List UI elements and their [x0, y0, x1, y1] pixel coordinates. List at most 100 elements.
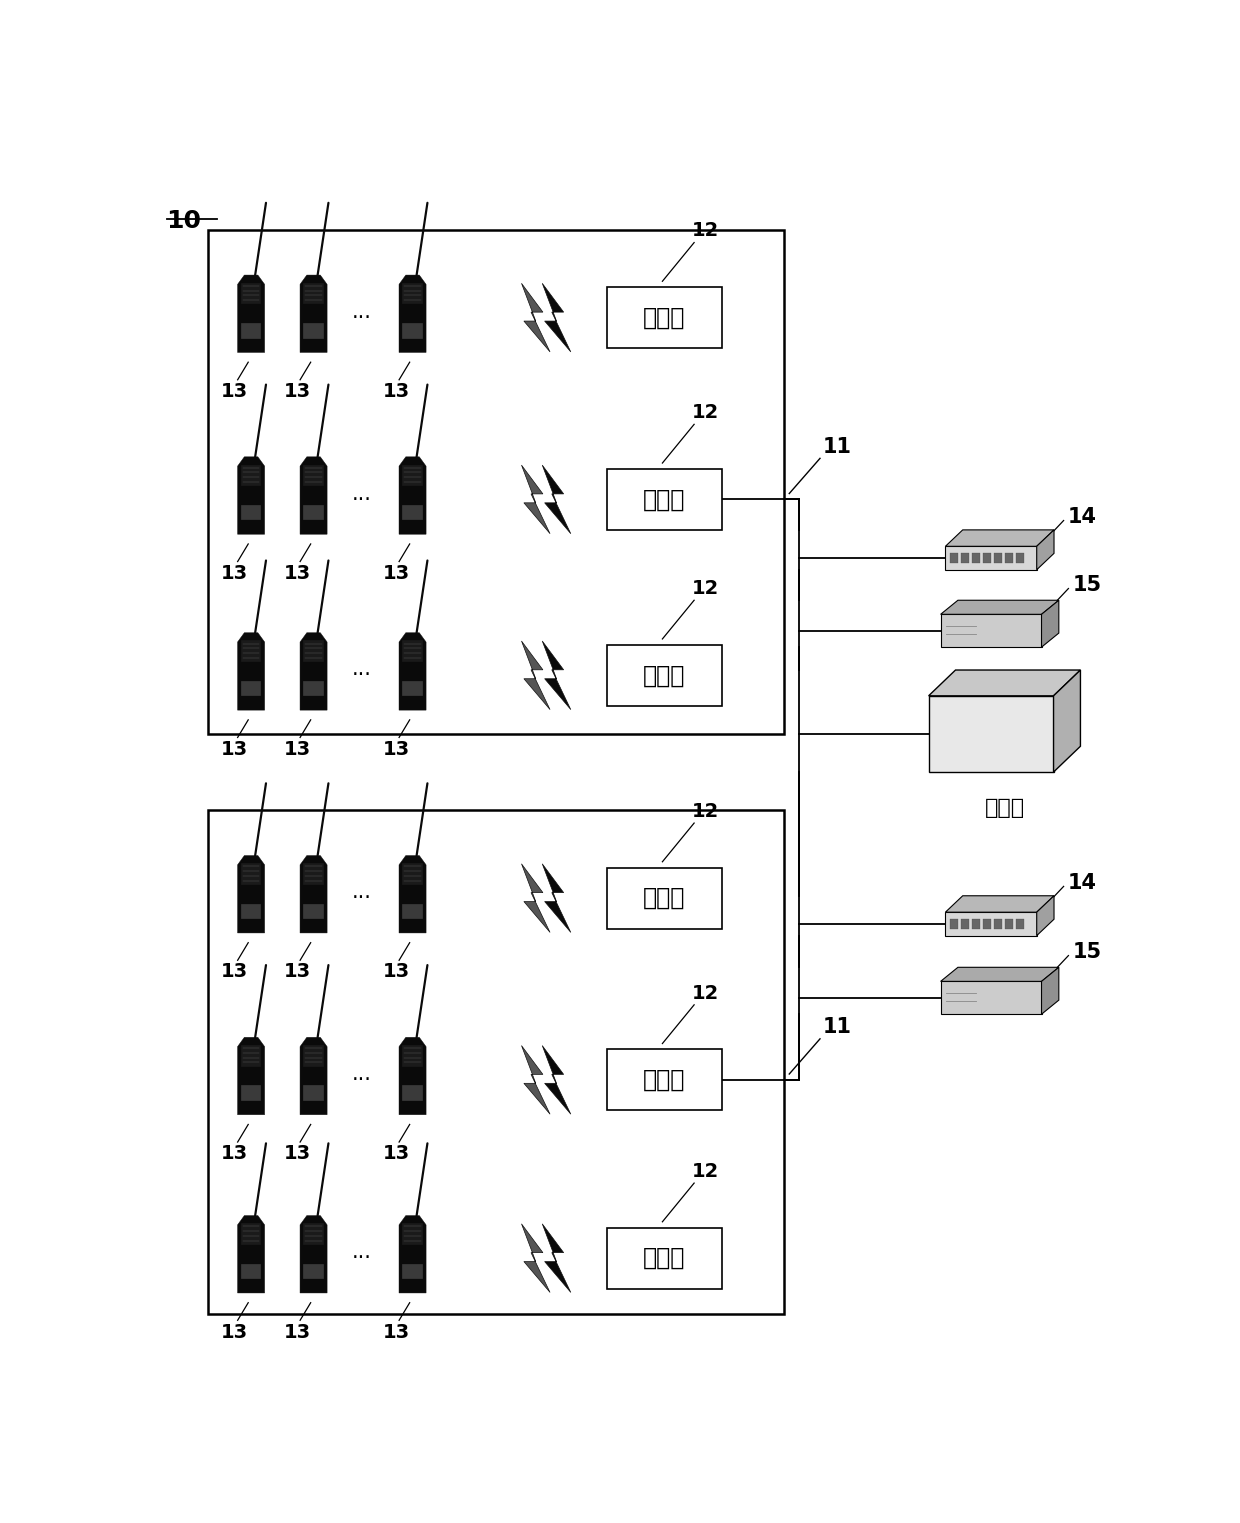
- Text: ...: ...: [352, 1243, 372, 1263]
- Text: 中转台: 中转台: [644, 1068, 686, 1092]
- Polygon shape: [238, 856, 264, 934]
- Polygon shape: [542, 465, 570, 533]
- Polygon shape: [402, 864, 423, 885]
- Text: 15: 15: [1073, 943, 1101, 963]
- Polygon shape: [304, 864, 324, 885]
- FancyBboxPatch shape: [208, 230, 785, 734]
- Polygon shape: [961, 553, 970, 562]
- Polygon shape: [241, 504, 262, 521]
- Polygon shape: [950, 920, 959, 929]
- Polygon shape: [304, 1264, 324, 1279]
- Polygon shape: [993, 553, 1002, 562]
- Text: 13: 13: [284, 564, 311, 583]
- Polygon shape: [522, 1224, 551, 1293]
- Text: 12: 12: [692, 801, 719, 821]
- Text: 中转台: 中转台: [644, 886, 686, 911]
- Text: 13: 13: [221, 1144, 248, 1164]
- Text: 13: 13: [383, 564, 409, 583]
- Polygon shape: [1037, 896, 1054, 935]
- Polygon shape: [1037, 530, 1054, 570]
- Polygon shape: [983, 553, 991, 562]
- Polygon shape: [522, 641, 551, 710]
- Text: 中转台: 中转台: [644, 306, 686, 329]
- Polygon shape: [399, 457, 427, 535]
- Polygon shape: [304, 323, 324, 338]
- Text: 13: 13: [383, 963, 409, 981]
- Text: 13: 13: [383, 382, 409, 401]
- Text: 14: 14: [1068, 507, 1096, 527]
- Polygon shape: [1042, 967, 1059, 1014]
- Polygon shape: [945, 912, 1037, 935]
- Polygon shape: [304, 903, 324, 918]
- Text: 15: 15: [1073, 576, 1101, 595]
- FancyBboxPatch shape: [208, 810, 785, 1314]
- Polygon shape: [402, 465, 423, 486]
- Polygon shape: [972, 920, 981, 929]
- Text: ...: ...: [352, 882, 372, 902]
- Polygon shape: [961, 920, 970, 929]
- FancyBboxPatch shape: [606, 1049, 722, 1110]
- Polygon shape: [238, 632, 264, 710]
- Text: 12: 12: [692, 1162, 719, 1180]
- Text: 12: 12: [692, 221, 719, 241]
- Polygon shape: [241, 1045, 262, 1066]
- Polygon shape: [304, 465, 324, 486]
- Polygon shape: [1016, 920, 1024, 929]
- Text: ...: ...: [352, 659, 372, 679]
- Polygon shape: [542, 864, 570, 932]
- Polygon shape: [402, 641, 423, 663]
- Polygon shape: [241, 1223, 262, 1244]
- Text: 13: 13: [284, 1144, 311, 1164]
- Text: 13: 13: [221, 382, 248, 401]
- Polygon shape: [304, 504, 324, 521]
- Polygon shape: [1016, 553, 1024, 562]
- Polygon shape: [402, 1086, 423, 1101]
- FancyBboxPatch shape: [606, 469, 722, 530]
- Text: 13: 13: [221, 963, 248, 981]
- Polygon shape: [402, 1264, 423, 1279]
- Text: 13: 13: [383, 1322, 409, 1342]
- Polygon shape: [402, 1223, 423, 1244]
- Text: 13: 13: [383, 740, 409, 758]
- Polygon shape: [1004, 553, 1013, 562]
- Polygon shape: [399, 856, 427, 934]
- Polygon shape: [1004, 920, 1013, 929]
- Polygon shape: [950, 553, 959, 562]
- Polygon shape: [542, 1224, 570, 1293]
- Text: ...: ...: [352, 302, 372, 321]
- Polygon shape: [304, 641, 324, 663]
- Polygon shape: [402, 903, 423, 918]
- Polygon shape: [304, 1086, 324, 1101]
- Polygon shape: [929, 670, 1080, 696]
- FancyBboxPatch shape: [606, 288, 722, 349]
- Polygon shape: [945, 547, 1037, 570]
- Polygon shape: [522, 1046, 551, 1115]
- Text: 13: 13: [221, 1322, 248, 1342]
- Polygon shape: [1042, 600, 1059, 647]
- FancyBboxPatch shape: [606, 1228, 722, 1288]
- FancyBboxPatch shape: [606, 868, 722, 929]
- Text: 13: 13: [221, 564, 248, 583]
- Polygon shape: [241, 681, 262, 696]
- Polygon shape: [542, 641, 570, 710]
- Text: 11: 11: [823, 1017, 852, 1037]
- Text: 12: 12: [692, 579, 719, 599]
- Polygon shape: [542, 1046, 570, 1115]
- Text: 广域网: 广域网: [985, 798, 1024, 818]
- Text: 13: 13: [383, 1144, 409, 1164]
- FancyBboxPatch shape: [606, 644, 722, 705]
- Polygon shape: [399, 276, 427, 352]
- Polygon shape: [399, 632, 427, 710]
- Polygon shape: [300, 457, 327, 535]
- Polygon shape: [241, 903, 262, 918]
- Text: ...: ...: [352, 1065, 372, 1084]
- Polygon shape: [300, 856, 327, 934]
- Polygon shape: [241, 1264, 262, 1279]
- Polygon shape: [241, 1086, 262, 1101]
- Text: 13: 13: [221, 740, 248, 758]
- Polygon shape: [300, 276, 327, 352]
- Polygon shape: [238, 276, 264, 352]
- Polygon shape: [929, 696, 1054, 772]
- Polygon shape: [300, 1037, 327, 1115]
- Text: 12: 12: [692, 404, 719, 422]
